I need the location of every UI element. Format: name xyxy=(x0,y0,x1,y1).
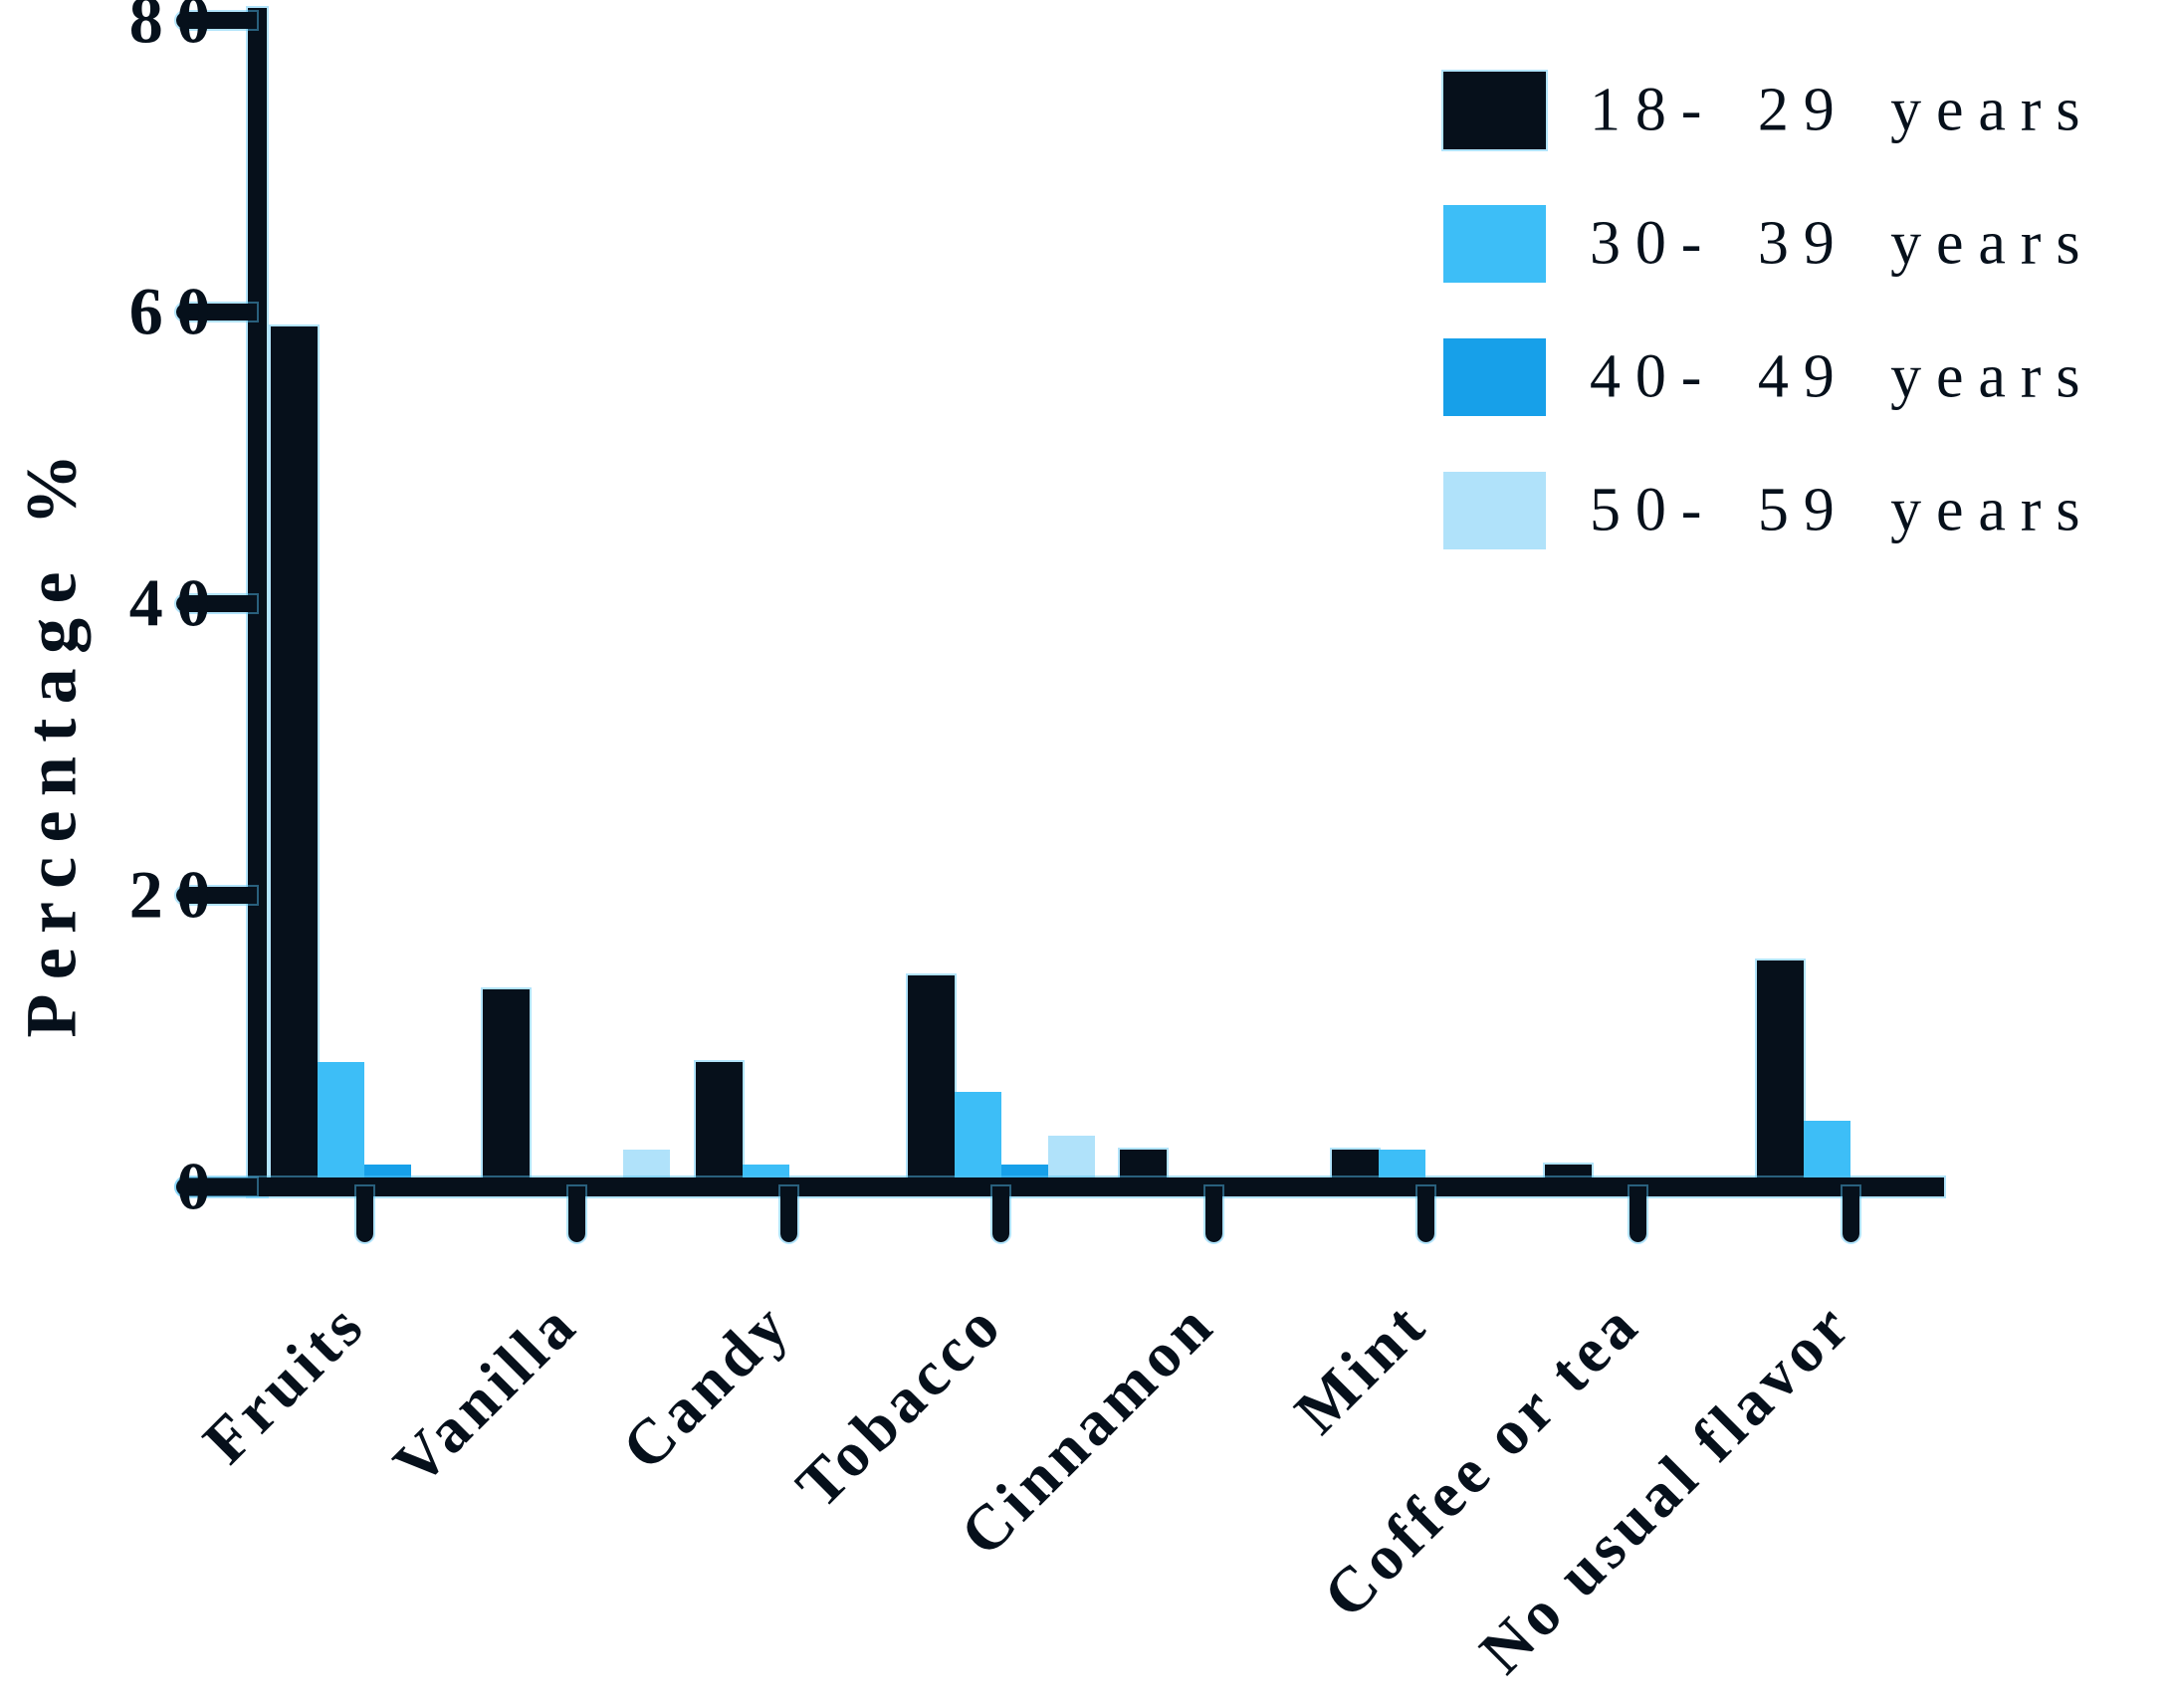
bar-30-39-years-fruits xyxy=(318,1062,364,1186)
legend-swatch-30-39-years xyxy=(1443,205,1546,283)
bar-18-29-years-vanilla xyxy=(481,987,533,1188)
x-category-label-candy: Candy xyxy=(607,1287,804,1484)
bar-18-29-years-candy xyxy=(693,1060,745,1188)
x-category-label-fruits: Fruits xyxy=(189,1287,379,1477)
x-tick-no-usual-flavor xyxy=(1840,1184,1861,1244)
x-category-label-no-usual-flavor: No usual flavor xyxy=(1465,1287,1865,1687)
y-tick-label-0: 0 xyxy=(176,1148,224,1224)
y-tick-label-60: 60 xyxy=(128,273,224,349)
legend-swatch-18-29-years xyxy=(1441,70,1548,151)
x-tick-candy xyxy=(778,1184,800,1244)
bar-18-29-years-fruits xyxy=(269,323,320,1188)
bar-18-29-years-tobacco xyxy=(905,972,957,1188)
legend-label-40-49-years: 40- 49 years xyxy=(1590,342,2095,411)
legend-label-50-59-years: 50- 59 years xyxy=(1590,476,2095,544)
y-tick-60 xyxy=(174,301,259,322)
x-tick-fruits xyxy=(353,1184,375,1244)
y-axis-title: Percentage % xyxy=(11,439,92,1038)
x-tick-vanilla xyxy=(565,1184,587,1244)
bar-18-29-years-no-usual-flavor xyxy=(1755,958,1806,1188)
y-tick-label-40: 40 xyxy=(128,564,224,641)
x-category-label-mint: Mint xyxy=(1280,1287,1441,1447)
y-tick-20 xyxy=(174,884,259,906)
legend-label-18-29-years: 18- 29 years xyxy=(1590,76,2095,144)
legend-swatch-40-49-years xyxy=(1443,338,1546,416)
legend-label-30-39-years: 30- 39 years xyxy=(1590,209,2095,278)
x-axis-line xyxy=(174,1175,1946,1198)
x-tick-coffee-or-tea xyxy=(1628,1184,1649,1244)
x-category-label-vanilla: Vanilla xyxy=(379,1287,592,1499)
y-tick-label-80: 80 xyxy=(128,0,224,58)
bar-30-39-years-tobacco xyxy=(954,1091,1001,1186)
legend-swatch-50-59-years xyxy=(1443,472,1546,549)
x-tick-tobacco xyxy=(990,1184,1012,1244)
bar-30-39-years-no-usual-flavor xyxy=(1804,1121,1850,1186)
y-tick-80 xyxy=(174,9,259,31)
y-tick-40 xyxy=(174,592,259,614)
x-tick-cinnamon xyxy=(1202,1184,1224,1244)
x-tick-mint xyxy=(1414,1184,1436,1244)
y-tick-label-20: 20 xyxy=(128,856,224,933)
y-tick-0 xyxy=(174,1175,259,1197)
